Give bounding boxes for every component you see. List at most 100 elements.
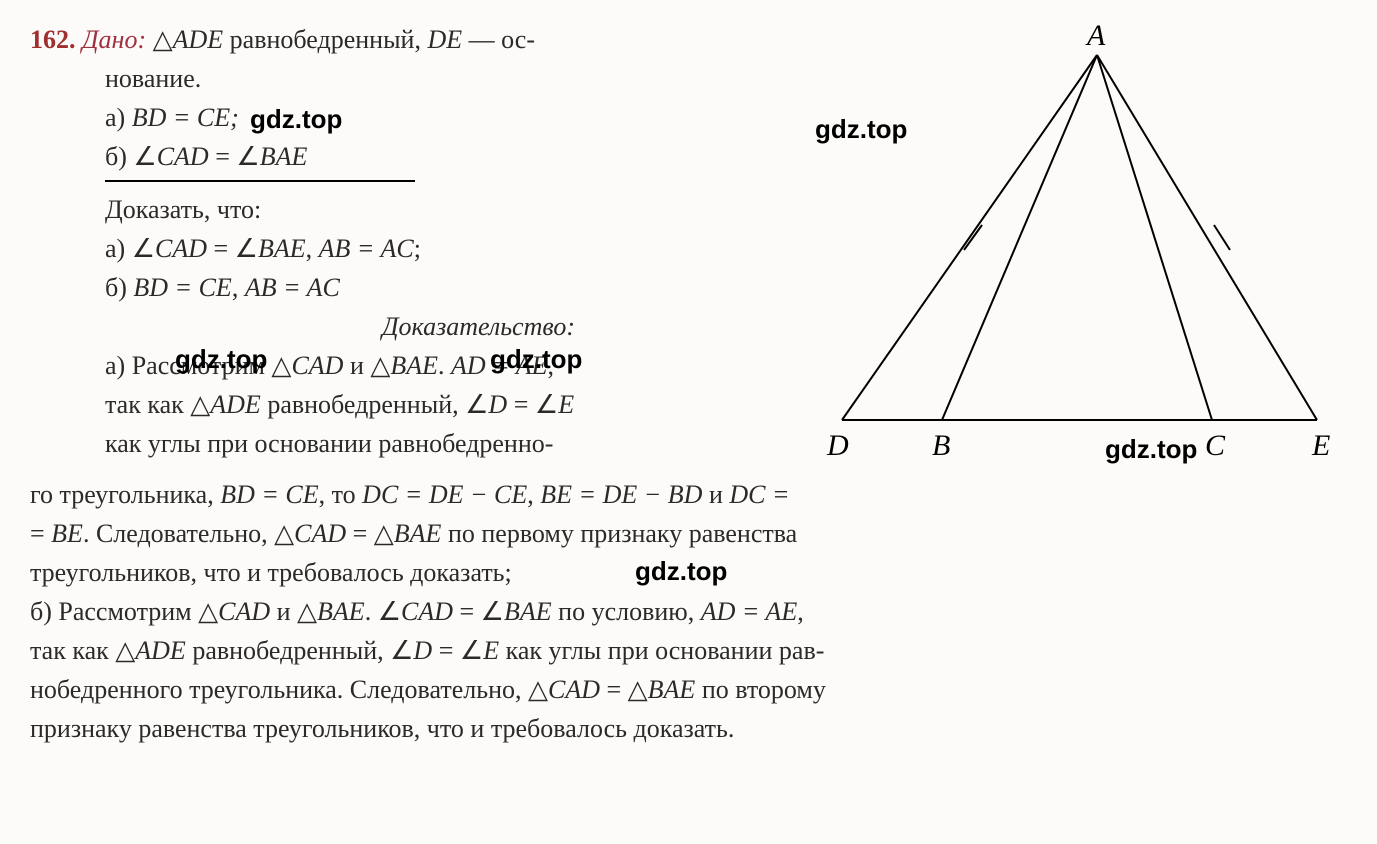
pa3: BAE [258,234,306,263]
pAl5b: BE [51,519,83,548]
gb2: CAD [157,142,209,171]
pAl5f: BAE [394,519,442,548]
pBl2e: = ∠ [432,636,483,665]
proofB-l4: признаку равенства треугольников, что и … [30,709,1347,748]
pa5: AB = AC [319,234,414,263]
proof-label: Доказательство: [30,307,777,346]
pBl1f: CAD [401,597,453,626]
label-B: B [932,429,950,462]
line-AD [842,55,1097,420]
t1c: равнобедренный, [223,25,427,54]
pBl1j: AD = AE [701,597,798,626]
pBl2g: как углы при основании рав- [499,636,824,665]
given-label: Дано: [82,25,146,54]
pb1: BD = CE [133,273,231,302]
figure-column: A D B C E [787,20,1347,475]
pAl2b: ADE [210,390,261,419]
line-AB [942,55,1097,420]
pAl5e: = △ [346,519,394,548]
proofB-l1: б) Рассмотрим △CAD и △BAE. ∠CAD = ∠BAE п… [30,592,1347,631]
prove-a: а) ∠CAD = ∠BAE, AB = AC; [30,229,777,268]
pb0: б) [105,273,133,302]
pAl5d: CAD [294,519,346,548]
proofA-l6: треугольников, что и требовалось доказат… [30,553,1347,592]
pBl1c: и △ [270,597,317,626]
prove-b: б) BD = CE, AB = AC [30,268,777,307]
pBl1k: , [797,597,804,626]
gb4: BAE [260,142,308,171]
t1b: ADE [173,25,224,54]
rule-line [105,180,415,182]
proofA-l5: = BE. Следовательно, △CAD = △BAE по перв… [30,514,1347,553]
pBl1a: б) Рассмотрим △ [30,597,218,626]
pBl3c: = △ [600,675,648,704]
given-line2: нование. [30,59,777,98]
pAl2d: D [488,390,507,419]
prove-label: Доказать, что: [30,190,777,229]
given-block: 162. Дано: △ADE равнобедренный, DE — ос- [30,20,777,59]
gb1: б) ∠ [105,142,157,171]
pBl1e: . ∠ [365,597,401,626]
pBl1h: BAE [504,597,552,626]
pBl3b: CAD [548,675,600,704]
pBl1i: по условию, [552,597,701,626]
pBl1d: BAE [317,597,365,626]
pAl4a: го треугольника, [30,480,220,509]
pAa4: BAE [390,351,438,380]
pBl2c: равнобедренный, ∠ [186,636,414,665]
pAa2: CAD [291,351,343,380]
ga1: а) [105,103,132,132]
pb2: , [232,273,245,302]
line-AC [1097,55,1212,420]
pa6: ; [414,234,421,263]
pAl5c: . Следовательно, △ [83,519,294,548]
proofB-l3: нобедренного треугольника. Следовательно… [30,670,1347,709]
pAl4h: DC = [729,480,789,509]
text-column: 162. Дано: △ADE равнобедренный, DE — ос-… [30,20,787,475]
pBl1g: = ∠ [453,597,504,626]
proofA-l2: так как △ADE равнобедренный, ∠D = ∠E [30,385,777,424]
given-a: а) BD = CE; [30,98,777,137]
tick-AE [1214,225,1230,250]
problem-number: 162. [30,25,76,54]
pAa5: . [438,351,451,380]
pBl1b: CAD [218,597,270,626]
line-AE [1097,55,1317,420]
t1: △ [146,25,173,54]
pa1: CAD [155,234,207,263]
pb3: AB = AC [245,273,340,302]
given-b: б) ∠CAD = ∠BAE [30,137,777,176]
pAl5a: = [30,519,51,548]
pBl3e: по второму [695,675,826,704]
t1e: — ос- [462,25,535,54]
label-E: E [1311,429,1330,462]
gb3: = ∠ [209,142,260,171]
pAa1: а) Рассмотрим △ [105,351,291,380]
proofB-l2: так как △ADE равнобедренный, ∠D = ∠E как… [30,631,1347,670]
pa2: = ∠ [207,234,258,263]
pAl4d: DC = DE − CE [362,480,527,509]
pa4: , [306,234,319,263]
pBl2d: D [413,636,432,665]
pAl2e: = ∠ [507,390,558,419]
pa0: а) ∠ [105,234,155,263]
pAl2c: равнобедренный, ∠ [261,390,489,419]
label-A: A [1085,20,1106,52]
triangle-figure: A D B C E [787,20,1347,475]
label-D: D [826,429,849,462]
pBl2a: так как △ [30,636,135,665]
pAa3: и △ [343,351,390,380]
pAl5g: по первому признаку равенства [441,519,797,548]
tick-AD [964,225,982,250]
pBl2b: ADE [135,636,186,665]
proofA-l1: а) Рассмотрим △CAD и △BAE. AD = AE, [30,346,777,385]
label-C: C [1205,429,1226,462]
pAl2a: так как △ [105,390,210,419]
t1d: DE [427,25,462,54]
ga2: BD = CE; [132,103,239,132]
pAl4g: и [702,480,729,509]
pAl2f: E [558,390,574,419]
pAl4e: , [527,480,540,509]
pAa7: , [548,351,555,380]
pAa6: AD = AE [451,351,548,380]
